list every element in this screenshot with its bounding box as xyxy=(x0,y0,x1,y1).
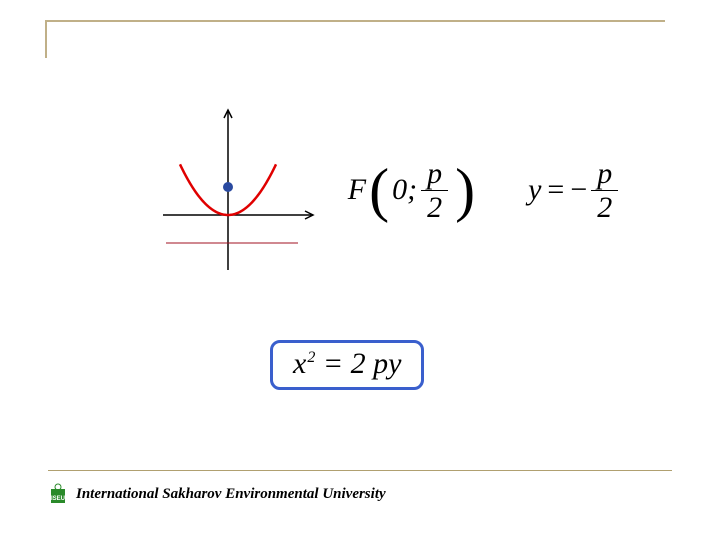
frac-num-2: p xyxy=(591,157,618,191)
footer: ISEU International Sakharov Environmenta… xyxy=(0,470,720,505)
top-row: F ( 0; p 2 ) y = − p 2 xyxy=(0,105,720,275)
var-f: F xyxy=(348,173,366,207)
content-area: F ( 0; p 2 ) y = − p 2 xyxy=(0,105,720,275)
equals: = xyxy=(547,173,564,207)
directrix-formula: y = − p 2 xyxy=(528,157,622,224)
frac-num: p xyxy=(421,157,448,191)
footer-text: International Sakharov Environmental Uni… xyxy=(76,486,386,503)
eq-rest: = 2 py xyxy=(315,347,401,380)
minus: − xyxy=(570,173,587,207)
fraction-p-over-2: p 2 xyxy=(421,157,448,224)
parabola-svg xyxy=(158,105,318,275)
left-paren: ( xyxy=(369,175,389,205)
parabola-equation-box: x2 = 2 py xyxy=(270,340,424,390)
footer-content: ISEU International Sakharov Environmenta… xyxy=(0,483,720,505)
frac-den-2: 2 xyxy=(591,191,618,224)
focus-args-prefix: 0; xyxy=(392,173,417,207)
var-y: y xyxy=(528,173,541,207)
svg-text:ISEU: ISEU xyxy=(51,496,65,502)
iseu-logo: ISEU xyxy=(48,483,68,505)
footer-divider xyxy=(48,470,672,471)
fraction-p-over-2-neg: p 2 xyxy=(591,157,618,224)
right-paren: ) xyxy=(455,175,475,205)
frac-den: 2 xyxy=(421,191,448,224)
eq-x: x xyxy=(293,347,306,380)
parabola-graph xyxy=(158,105,318,275)
focus-formula: F ( 0; p 2 ) xyxy=(348,157,478,224)
slide-frame xyxy=(45,20,665,58)
